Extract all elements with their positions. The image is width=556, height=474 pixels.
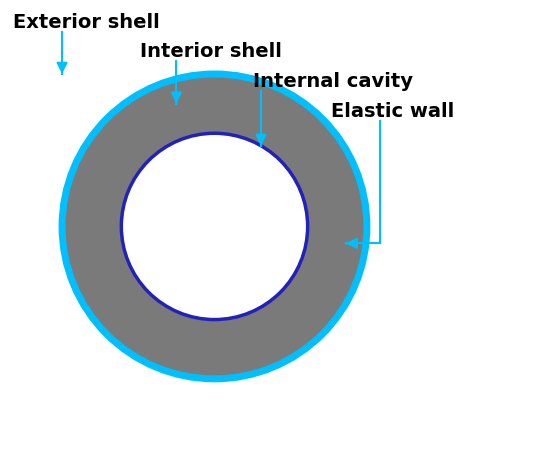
Text: Elastic wall: Elastic wall [331, 101, 454, 120]
Text: Interior shell: Interior shell [140, 42, 282, 61]
Circle shape [62, 74, 367, 379]
Circle shape [121, 133, 307, 319]
Text: Internal cavity: Internal cavity [252, 72, 413, 91]
Text: Exterior shell: Exterior shell [13, 13, 160, 32]
